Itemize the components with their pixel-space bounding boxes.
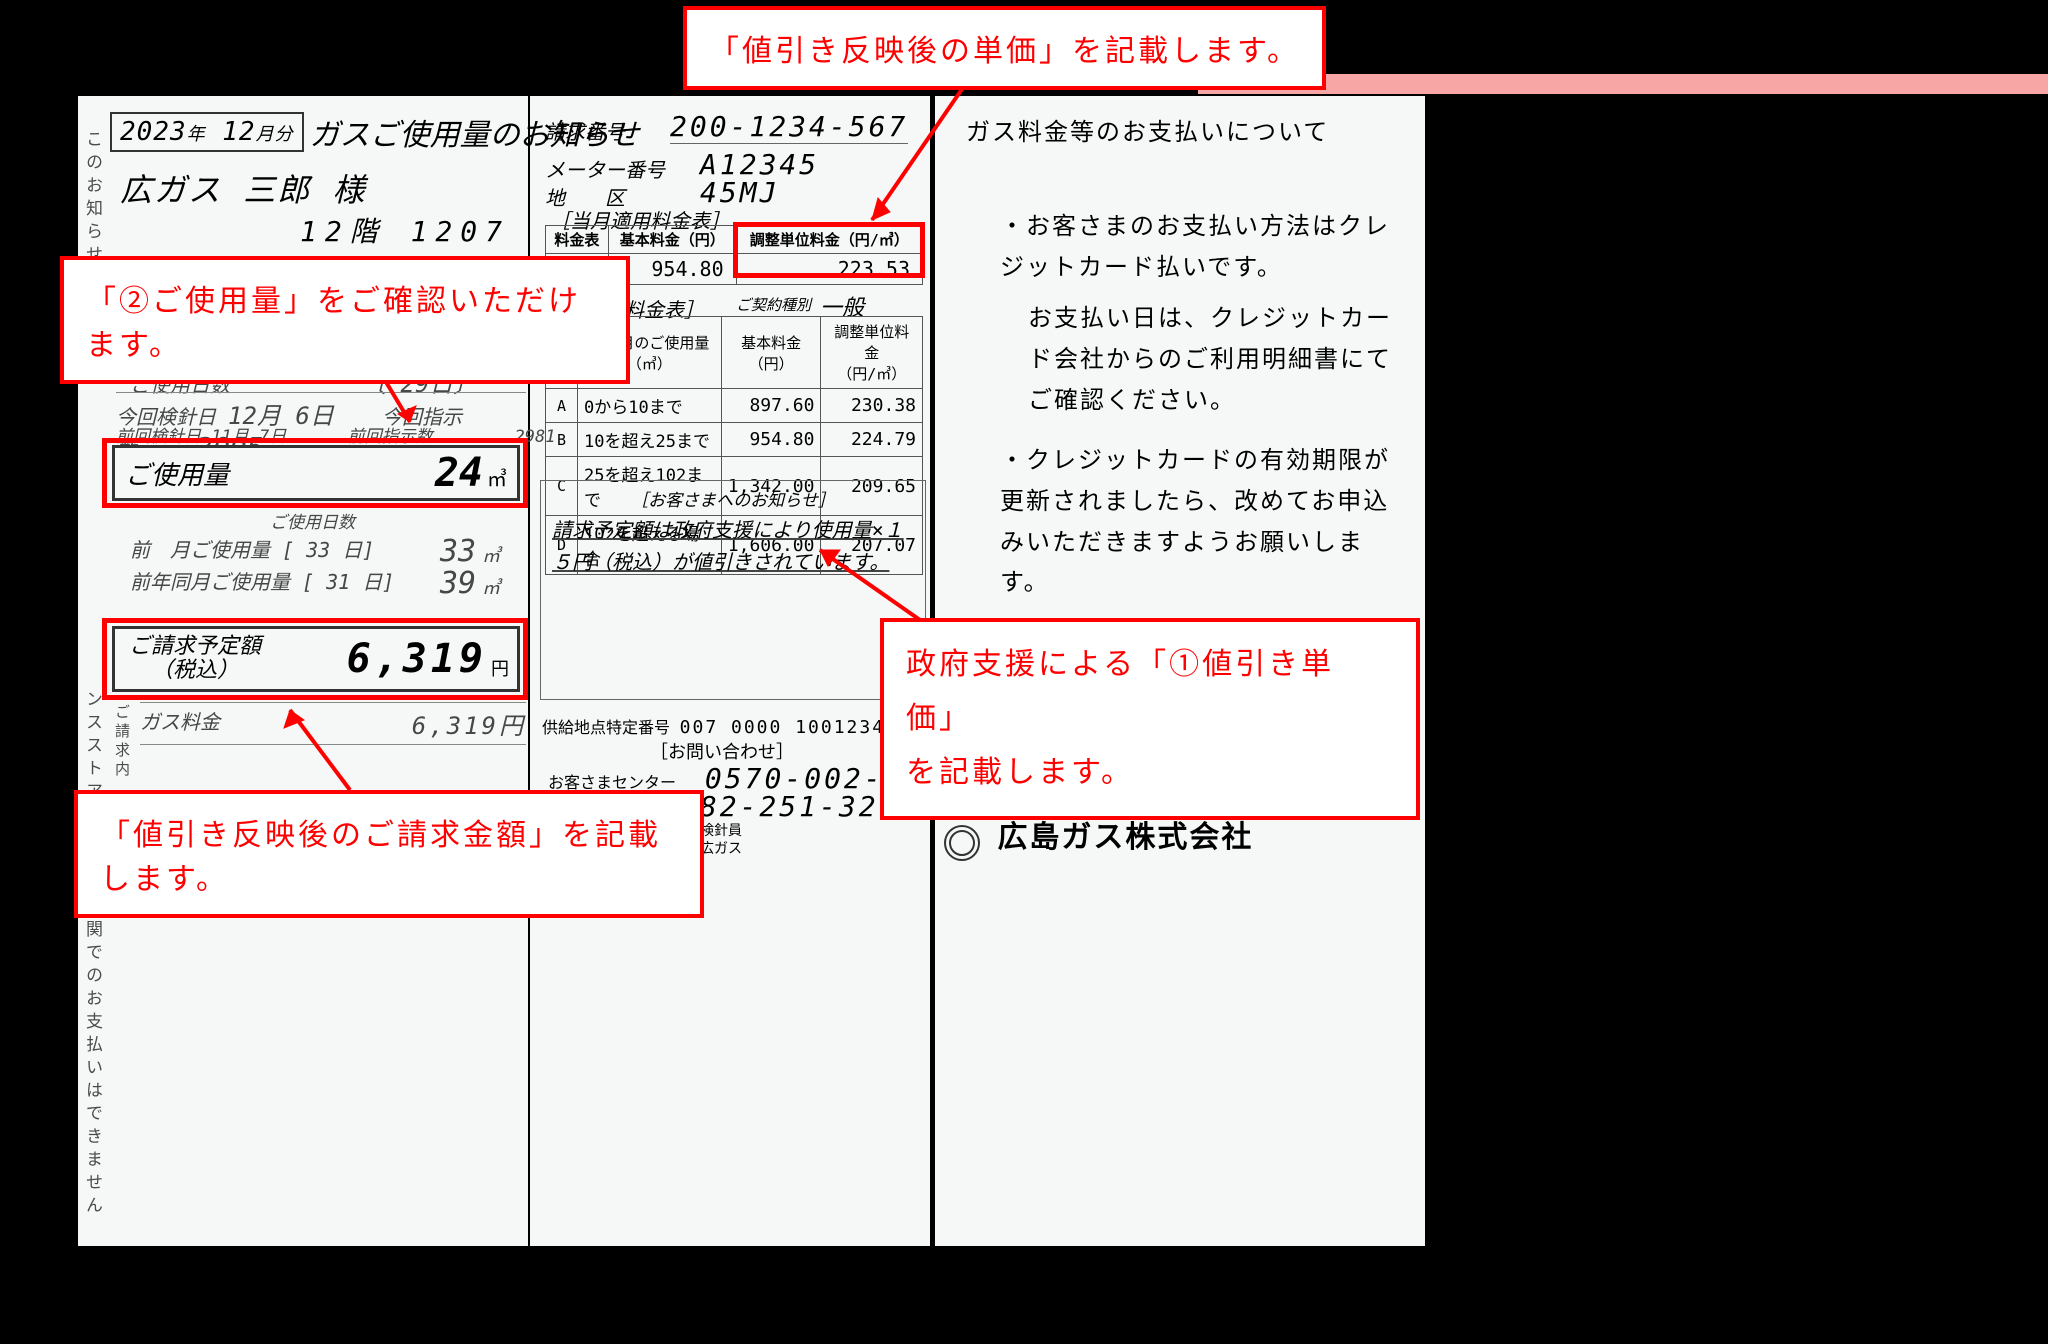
usage-box: ご使用量 24 ㎥ <box>112 445 520 501</box>
bill-label: ご請求予定額 （税込） <box>115 635 275 683</box>
callout-unit-price: 「値引き反映後の単価」を記載します。 <box>683 6 1326 90</box>
date-box: 2023年 12月分 <box>110 112 304 152</box>
usage-value: 24 <box>229 450 487 496</box>
gas-fee-row: ガス料金 6,319円 <box>140 702 526 745</box>
usage-label: ご使用量 <box>125 455 229 492</box>
callout-usage: 「②ご使用量」をご確認いただけます。 <box>60 256 630 384</box>
bill-value: 6,319 <box>275 636 487 682</box>
contract-lbl: ご契約種別 <box>736 294 811 315</box>
floor-room: 12階 1207 <box>300 210 510 250</box>
usage-unit: ㎥ <box>487 463 507 498</box>
callout-bill: 「値引き反映後のご請求金額」を記載します。 <box>74 790 704 918</box>
supply-row: 供給地点特定番号 007 0000 100123456 <box>542 714 911 738</box>
staff-lbl: 検針員 <box>700 820 742 840</box>
year: 2023 <box>120 117 187 147</box>
prev-month-row: 前 月ご使用量 [ 33 日] 33 ㎥ <box>130 534 374 563</box>
customer-name: 広ガス 三郎 様 <box>120 165 367 211</box>
meter-prev-row: 前回検針日 11月 7日 前回指示数 2981 <box>116 422 555 447</box>
right-b2: お支払い日は、クレジットカード会社からのご利用明細書にてご確認ください。 <box>1028 298 1408 420</box>
notice-body: 請求予定額は政府支援により使用量×１５円（税込）が値引きされています。 <box>552 514 918 578</box>
staff-org: 広ガス <box>700 838 742 858</box>
right-b1: ・お客さまのお支払い方法はクレジットカード払いです。 <box>1000 206 1390 288</box>
side-bill: ご請求内 <box>112 704 133 780</box>
notice-box <box>540 480 926 700</box>
inquiry-hdr: ［お問い合わせ］ <box>650 738 794 764</box>
callout-gov: 政府支援による「①値引き単価」 を記載します。 <box>880 618 1420 820</box>
reqno-lbl: 請求番号 <box>545 116 625 145</box>
month: 12 <box>222 117 255 147</box>
reqno: 200-1234-567 <box>670 110 908 144</box>
right-title: ガス料金等のお支払いについて <box>966 112 1416 153</box>
side-note-2: ンスストア及び金融機関でのお支払いはできません <box>80 690 105 1219</box>
meterno-lbl: メーター番号 <box>545 154 665 183</box>
hist-hdr: ご使用日数 <box>270 508 355 533</box>
bill-box: ご請求予定額 （税込） 6,319 円 <box>112 626 520 692</box>
bill-unit: 円 <box>487 655 517 689</box>
notice-hdr: ［お客さまへのお知らせ］ <box>548 486 918 511</box>
prev-year-row: 前年同月ご使用量 [ 31 日] 39 ㎥ <box>130 566 394 595</box>
right-b3: ・クレジットカードの有効期限が更新されましたら、改めてお申込みいただきますようお… <box>1000 440 1390 603</box>
